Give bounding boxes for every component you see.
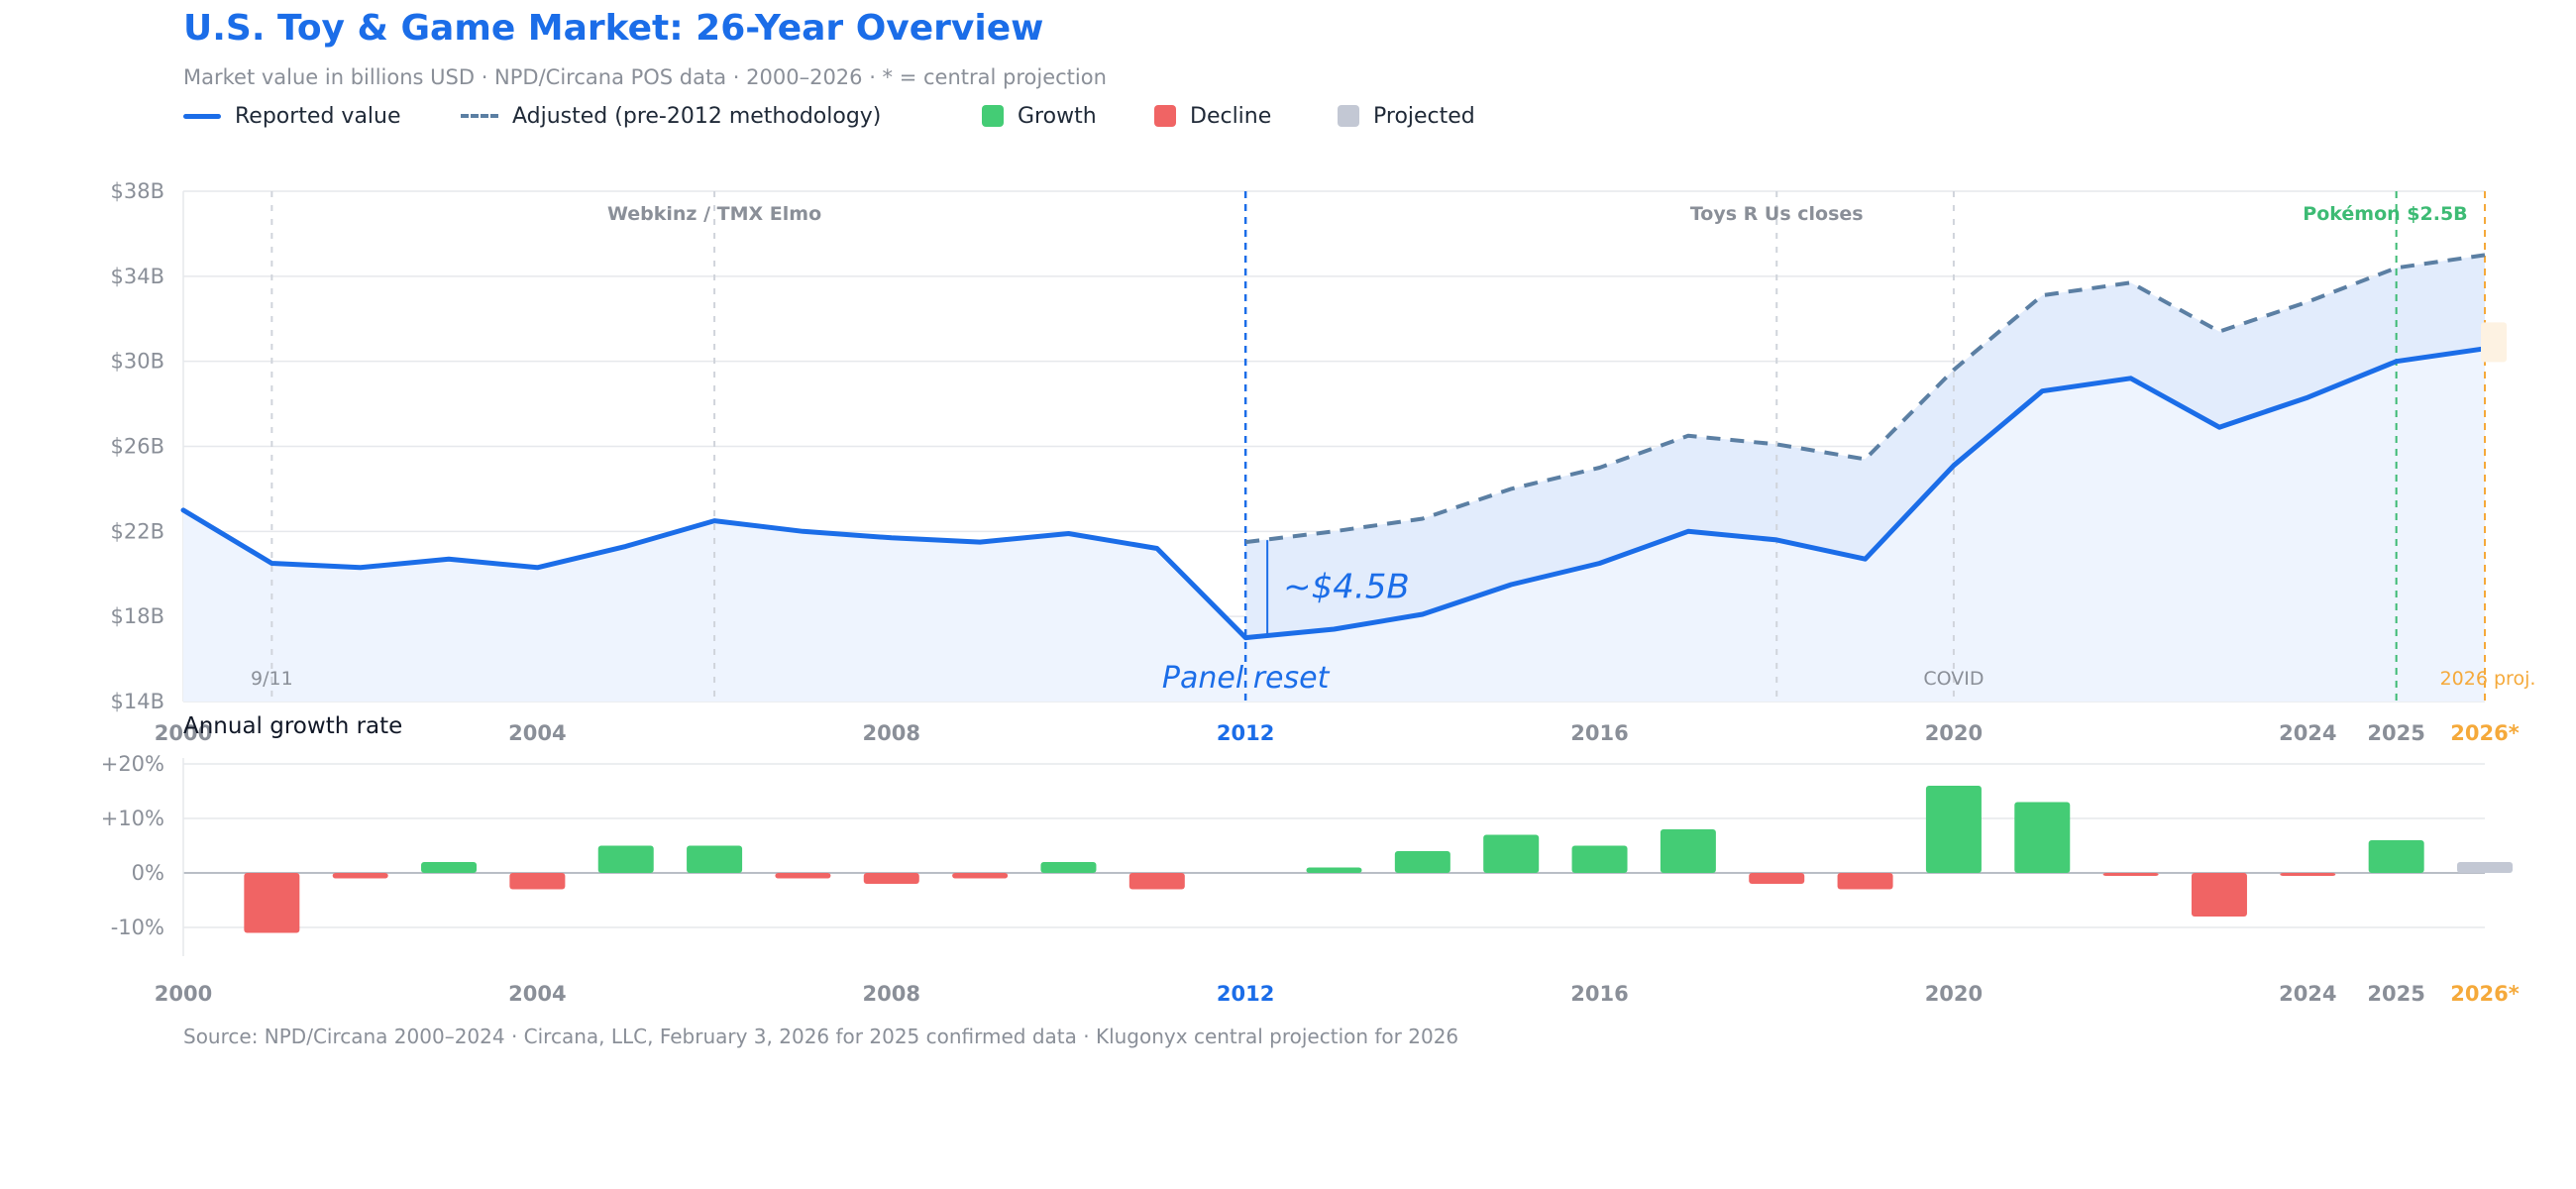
bar-x-tick-label: 2026* bbox=[2450, 982, 2519, 1006]
growth-bar bbox=[1306, 867, 1362, 873]
bar-x-tick-label: 2012 bbox=[1217, 982, 1274, 1006]
reported-series-line bbox=[180, 346, 2488, 641]
bar-x-tick-label: 2000 bbox=[155, 982, 212, 1006]
growth-bar bbox=[1483, 834, 1540, 873]
growth-bar bbox=[597, 845, 654, 873]
event-label: 2026 proj. bbox=[2440, 668, 2536, 690]
x-tick-label: 2025 bbox=[2367, 721, 2424, 745]
event-label: Panel reset bbox=[1162, 661, 1331, 696]
event-label: Webkinz / TMX Elmo bbox=[607, 203, 821, 225]
bar-x-tick-label: 2004 bbox=[508, 982, 566, 1006]
growth-bar bbox=[1040, 862, 1097, 873]
legend-reported-line-icon bbox=[183, 113, 221, 119]
legend-item-projected: Projected bbox=[1338, 101, 1475, 131]
x-tick-label: 2004 bbox=[508, 721, 566, 745]
growth-bar bbox=[421, 862, 478, 873]
growth-bar bbox=[1394, 851, 1450, 873]
x-tick-label: 2020 bbox=[1925, 721, 1983, 745]
growth-bar bbox=[2457, 862, 2513, 873]
chart-title: U.S. Toy & Game Market: 26-Year Overview bbox=[183, 8, 1044, 49]
event-label: 9/11 bbox=[251, 668, 293, 690]
y-tick-label: $14B bbox=[111, 690, 165, 713]
annotation-label: ~$4.5B bbox=[1283, 567, 1410, 606]
legend-item-decline: Decline bbox=[1154, 101, 1271, 131]
legend-label: Decline bbox=[1190, 103, 1272, 129]
main-line-chart: $38B $34B $30B $26B $22B $18B $14B 9/11 Webkinz … bbox=[111, 179, 2536, 745]
x-tick-label: 2026* bbox=[2450, 721, 2519, 745]
y-tick-label: $30B bbox=[111, 350, 165, 374]
growth-bar bbox=[332, 873, 388, 879]
growth-bar bbox=[2368, 840, 2424, 873]
legend-decline-swatch-icon bbox=[1154, 105, 1176, 127]
growth-bar bbox=[509, 873, 566, 890]
legend-item-reported: Reported value bbox=[183, 101, 401, 131]
legend: Reported value Adjusted (pre-2012 method… bbox=[183, 101, 1570, 131]
growth-bar bbox=[775, 873, 831, 879]
growth-chart-title: Annual growth rate bbox=[183, 713, 402, 739]
growth-bar bbox=[2014, 802, 2071, 873]
legend-label: Reported value bbox=[235, 103, 401, 129]
legend-adjusted-dash-icon bbox=[461, 114, 498, 118]
event-label: Pokémon $2.5B bbox=[2303, 203, 2467, 225]
projection-highlight bbox=[2481, 322, 2507, 363]
bar-y-tick-label: 0% bbox=[132, 861, 164, 885]
growth-bar bbox=[1571, 845, 1628, 873]
y-tick-label: $22B bbox=[111, 519, 165, 543]
event-label: Toys R Us closes bbox=[1690, 203, 1864, 225]
y-tick-label: $18B bbox=[111, 604, 165, 628]
y-tick-label: $34B bbox=[111, 265, 165, 288]
legend-label: Projected bbox=[1373, 103, 1475, 129]
growth-bar bbox=[952, 873, 1009, 879]
x-tick-label: 2000 bbox=[155, 721, 212, 745]
x-tick-label: 2008 bbox=[863, 721, 920, 745]
legend-growth-swatch-icon bbox=[982, 105, 1004, 127]
growth-bar bbox=[2102, 873, 2159, 876]
bar-y-tick-label: -10% bbox=[111, 916, 164, 939]
growth-bar bbox=[2280, 873, 2336, 876]
adjustment-gap-area bbox=[1245, 255, 2485, 638]
growth-bar bbox=[1925, 786, 1982, 873]
legend-item-growth: Growth bbox=[982, 101, 1097, 131]
bar-y-tick-label: +20% bbox=[101, 752, 164, 776]
event-label: COVID bbox=[1923, 668, 1984, 690]
growth-bar bbox=[863, 873, 919, 884]
legend-projected-swatch-icon bbox=[1338, 105, 1359, 127]
bar-x-tick-label: 2016 bbox=[1570, 982, 1628, 1006]
x-tick-label: 2012 bbox=[1217, 721, 1274, 745]
growth-bar bbox=[244, 873, 300, 933]
bar-x-tick-label: 2025 bbox=[2367, 982, 2424, 1006]
legend-item-adjusted: Adjusted (pre-2012 methodology) bbox=[461, 101, 881, 131]
x-tick-label: 2024 bbox=[2279, 721, 2336, 745]
growth-bar-chart: Annual growth rate +20% +10% 0% -10% 2000 2004… bbox=[101, 713, 2520, 1006]
bar-x-tick-label: 2008 bbox=[863, 982, 920, 1006]
bar-x-tick-label: 2024 bbox=[2279, 982, 2336, 1006]
growth-bar bbox=[1128, 873, 1185, 890]
growth-bar bbox=[2191, 873, 2247, 917]
growth-bar bbox=[687, 845, 743, 873]
growth-bar bbox=[1749, 873, 1805, 884]
x-tick-label: 2016 bbox=[1570, 721, 1628, 745]
growth-bar bbox=[1660, 829, 1716, 873]
reported-area bbox=[183, 348, 2485, 702]
legend-label: Adjusted (pre-2012 methodology) bbox=[512, 103, 882, 129]
adjusted-series-line bbox=[1244, 253, 2486, 545]
y-tick-label: $38B bbox=[111, 179, 165, 203]
bar-x-tick-label: 2020 bbox=[1925, 982, 1983, 1006]
y-tick-label: $26B bbox=[111, 435, 165, 459]
legend-label: Growth bbox=[1018, 103, 1097, 129]
chart-subtitle: Market value in billions USD · NPD/Circa… bbox=[183, 65, 1107, 89]
growth-bar bbox=[1837, 873, 1893, 890]
bar-y-tick-label: +10% bbox=[101, 807, 164, 830]
source-note: Source: NPD/Circana 2000–2024 · Circana,… bbox=[183, 1025, 1459, 1048]
